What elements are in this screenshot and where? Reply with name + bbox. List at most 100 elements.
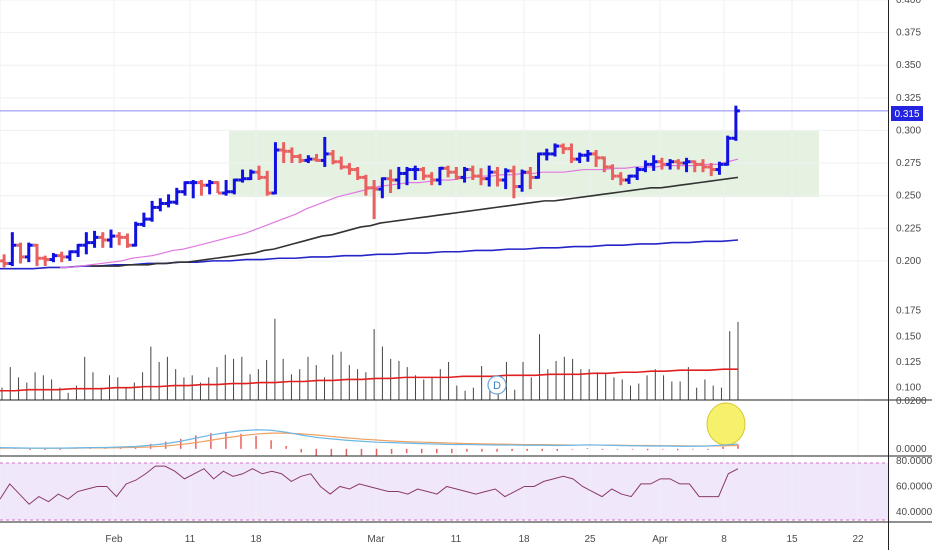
volume-axis-tick: 0.125 [896,357,921,368]
ohlc-bar [633,166,642,180]
ohlc-bar [715,161,724,175]
rsi-band [0,463,888,520]
ohlc-bar [575,152,584,164]
ohlc-bar [57,251,66,263]
price-axis-tick: 0.275 [896,158,921,169]
ohlc-bar [674,159,683,170]
time-axis-tick: Feb [105,534,123,545]
ohlc-bar [657,157,666,170]
rsi-axis-tick: 40.0000 [896,507,932,518]
ohlc-bar [723,135,732,166]
ohlc-bar [699,159,707,173]
ohlc-bar [189,180,198,199]
volume-axis-tick: 0.175 [896,306,921,317]
price-axis-tick: 0.400 [896,0,921,6]
time-axis-tick: 18 [250,534,262,545]
ohlc-bar [230,178,239,195]
ohlc-bar [411,165,420,180]
ohlc-bar [164,194,173,208]
ohlc-bar [49,253,58,263]
ohlc-bar [33,243,41,267]
ohlc-bar [625,174,633,184]
ohlc-bar [181,181,189,196]
rsi-axis-tick: 60.0000 [896,481,932,492]
time-axis-tick: 11 [451,534,462,545]
ohlc-bar [707,163,716,177]
dividend-marker-circle [487,375,507,395]
ohlc-bar [123,233,132,248]
axes: 0.400 0.375 0.350 0.325 0.300 0.275 0.250 0.225… [105,0,932,545]
ohlc-bar [139,212,148,227]
ohlc-bar [16,242,25,264]
rsi-guides [0,462,888,521]
ohlc-bar [255,165,263,180]
volume-bars [0,318,739,400]
ohlc-bar [468,165,477,180]
ohlc-bar [222,180,231,196]
ohlc-bar [82,232,91,255]
ohlc-bar [107,229,115,248]
ohlc-bar [690,160,699,173]
time-axis-tick: 25 [584,534,596,545]
ohlc-bar [65,250,74,261]
time-axis-tick: 22 [852,534,864,545]
ohlc-bar [608,164,617,180]
time-axis-tick: 11 [185,534,196,545]
ohlc-bar [641,160,650,173]
ohlc-bar [238,169,247,183]
time-axis-tick: 15 [786,534,798,545]
time-axis-tick: Mar [367,534,385,545]
ohlc-bar [378,177,387,199]
price-axis-tick: 0.350 [896,60,921,71]
ohlc-bar [501,168,510,190]
ohlc-bar [205,180,214,195]
price-badge: 0.315 [891,106,923,121]
dividend-marker[interactable]: D [487,375,507,395]
ohlc-bar [666,159,675,170]
macd-axis-tick: 0.0200 [896,396,927,407]
highlight-circle [706,402,746,446]
ohlc-bar [616,172,625,186]
ohlc-bar [583,150,592,162]
time-axis-tick: Apr [652,534,668,545]
ohlc-bar [263,170,272,196]
ohlc-bar [279,142,288,164]
macd-axis-tick: 0.0000 [896,444,927,455]
ohlc-bar [156,198,165,212]
price-badge-box [891,106,923,121]
ohlc-bar [41,255,50,267]
ohlc-bar [370,180,379,220]
ohlc-bar [8,232,17,267]
volume-axis-tick: 0.150 [896,331,921,342]
ohlc-bar [477,168,485,186]
ohlc-bar [312,153,321,162]
ohlc-bar [444,165,453,178]
ohlc-bar [460,166,469,183]
ohlc-bar [246,169,255,181]
price-axis-tick: 0.325 [896,93,921,104]
ohlc-bar [98,232,107,248]
ohlc-bar [567,143,576,164]
ohlc-bar [518,169,527,192]
ohlc-bar [329,150,337,165]
ohlc-bar [213,181,222,195]
ohlc-bar [649,155,658,171]
ohlc-bar [386,169,395,194]
ohlc-bar [534,152,543,179]
macd-line [0,429,739,449]
ohlc-bar [526,166,535,190]
ohlc-bar [600,156,609,173]
macd-lines [0,429,739,449]
macd-pane [0,433,739,456]
ohlc-bar [337,156,346,170]
ohlc-bar [427,172,436,186]
ohlc-bar [271,142,280,195]
price-axis-tick: 0.200 [896,256,921,267]
ohlc-bar [485,165,494,187]
volume-ma-line [0,368,738,392]
ohlc-bar [452,166,461,180]
pane-backgrounds [0,131,888,520]
ohlc-bar [542,148,551,161]
